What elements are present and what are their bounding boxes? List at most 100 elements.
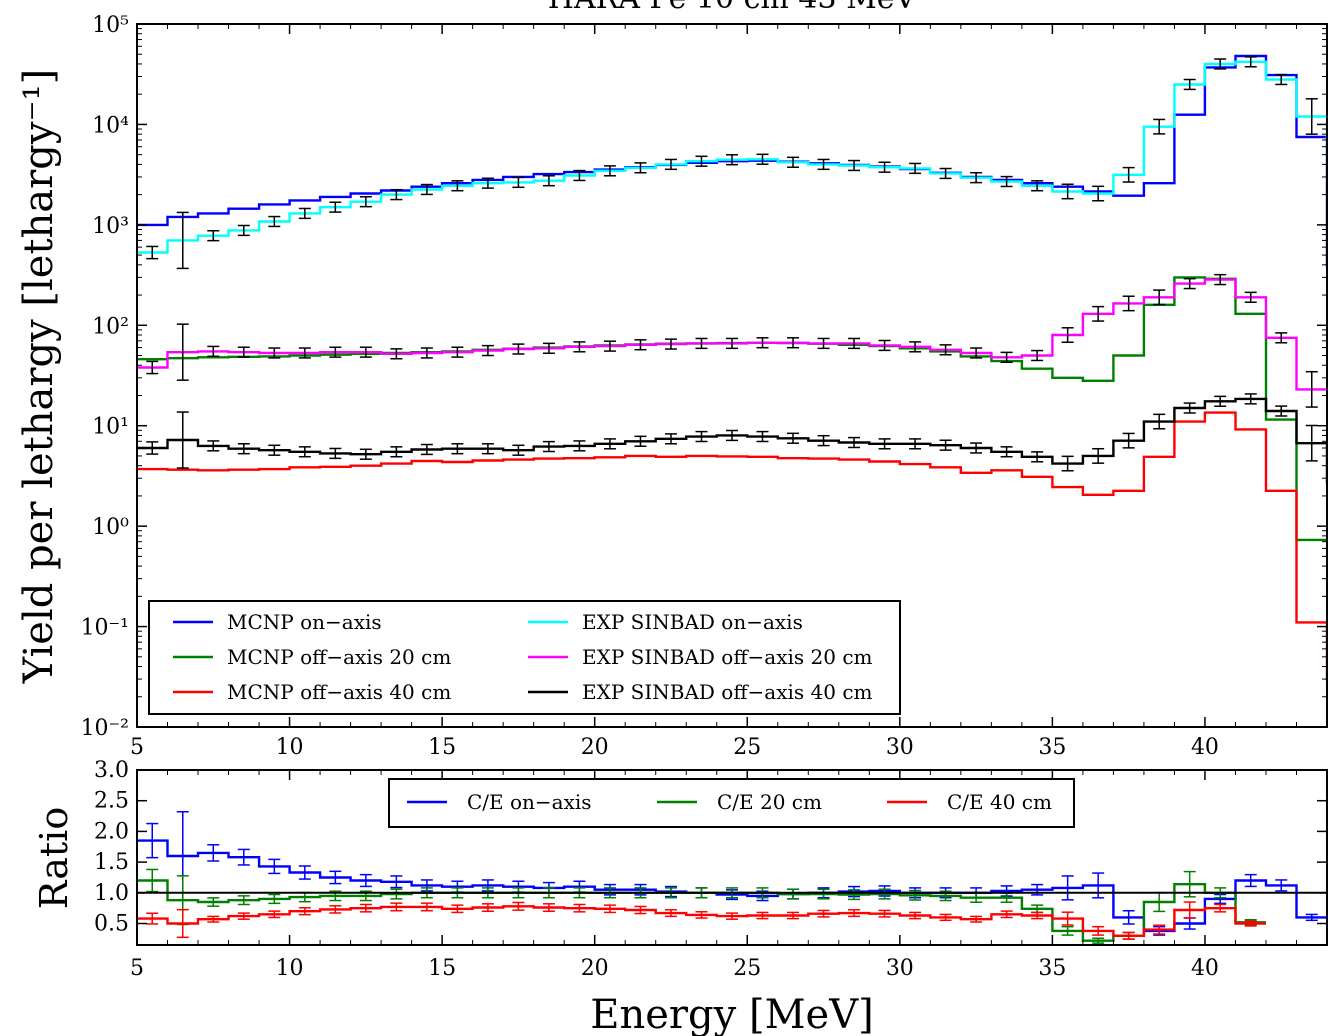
- y-tick-label: 1.0: [94, 881, 129, 906]
- series-line-exp-sinbad-off-axis-40-cm: [137, 397, 1327, 485]
- error-bar: [573, 903, 586, 913]
- legend-label-exp-sinbad-on-axis: EXP SINBAD on−axis: [582, 610, 803, 634]
- y-tick-label: 1.5: [94, 850, 129, 875]
- y-tick-label: 3.0: [94, 758, 129, 783]
- series-line-exp-sinbad-off-axis-20-cm: [137, 278, 1327, 391]
- y-tick-label: 10³: [92, 214, 129, 239]
- error-bar: [634, 905, 647, 915]
- x-tick-label: 25: [733, 735, 761, 760]
- error-bar: [664, 158, 677, 171]
- error-bar: [664, 909, 677, 918]
- error-bar: [237, 443, 250, 455]
- error-bar: [1153, 924, 1166, 935]
- error-bar: [146, 822, 159, 859]
- error-bar: [909, 341, 922, 353]
- error-bar: [603, 904, 616, 914]
- error-bar: [1305, 370, 1318, 408]
- x-tick-label: 30: [886, 735, 914, 760]
- x-tick-label: 40: [1191, 956, 1219, 981]
- error-bar: [390, 875, 403, 889]
- chart-title: HARA Fe 10 cm 43 MeV: [548, 0, 918, 16]
- error-bar: [1244, 920, 1257, 927]
- series-group: [137, 811, 1327, 944]
- error-bar: [481, 903, 494, 913]
- error-bar: [1244, 873, 1257, 888]
- error-bar: [939, 167, 952, 180]
- y-tick-label: 10⁴: [92, 113, 129, 138]
- error-bar: [451, 443, 464, 455]
- x-tick-label: 20: [581, 956, 609, 981]
- error-bar: [848, 909, 861, 918]
- y-tick-label: 10⁵: [92, 13, 129, 38]
- error-bar: [1244, 291, 1257, 303]
- x-tick-label: 20: [581, 735, 609, 760]
- x-tick-label: 15: [428, 956, 456, 981]
- error-bar: [268, 347, 281, 359]
- error-bar: [237, 346, 250, 358]
- error-bar: [970, 347, 983, 359]
- legend-label-mcnp-off-axis-20-cm: MCNP off−axis 20 cm: [227, 645, 451, 669]
- x-tick-label: 10: [276, 735, 304, 760]
- error-bar: [237, 848, 250, 866]
- error-bar: [207, 915, 220, 923]
- error-bar: [1061, 455, 1074, 472]
- error-bar: [390, 888, 403, 900]
- error-bar: [1092, 447, 1105, 464]
- y-tick-label: 10¹: [92, 415, 129, 440]
- error-bar: [1214, 903, 1227, 913]
- error-bar: [1000, 175, 1013, 188]
- error-bar: [146, 441, 159, 455]
- error-bar: [1153, 413, 1166, 430]
- error-bar: [817, 434, 830, 447]
- error-bar: [878, 339, 891, 352]
- error-bar: [298, 865, 311, 880]
- error-bar: [481, 177, 494, 189]
- error-bar: [970, 442, 983, 454]
- x-tick-label: 15: [428, 735, 456, 760]
- error-bar: [848, 337, 861, 350]
- error-bar: [573, 341, 586, 353]
- series-line-mcnp-off-axis-20-cm: [137, 276, 1327, 542]
- error-bar: [268, 215, 281, 228]
- error-bar: [512, 444, 525, 456]
- x-tick-label: 30: [886, 956, 914, 981]
- error-bar: [1244, 56, 1257, 68]
- legend-top: MCNP on−axis MCNP off−axis 20 cm MCNP off−…: [148, 600, 901, 715]
- error-bar: [664, 433, 677, 445]
- error-bar: [787, 432, 800, 444]
- error-bar: [512, 343, 525, 355]
- error-bar: [939, 344, 952, 356]
- error-bar: [603, 340, 616, 352]
- x-tick-label: 5: [130, 956, 144, 981]
- error-bar: [359, 448, 372, 460]
- bottom-panel: 5 10 15 20 25 30 35 40 0.5 1.0 1.5 2.0 2.5 3.0 Ratio En…: [32, 758, 1328, 1036]
- error-bar: [420, 443, 433, 456]
- error-bar: [542, 342, 555, 354]
- error-bar: [207, 230, 220, 242]
- error-bar: [1214, 58, 1227, 70]
- error-bar: [756, 911, 769, 920]
- error-bar: [268, 444, 281, 456]
- error-bar: [878, 438, 891, 450]
- error-bar: [726, 912, 738, 920]
- y-tick-label: 2.5: [94, 789, 129, 814]
- error-bar: [1122, 166, 1135, 183]
- error-bar: [909, 911, 922, 920]
- error-bar: [726, 154, 738, 166]
- error-bar: [1214, 273, 1227, 286]
- error-bar: [451, 904, 464, 914]
- error-bar: [848, 889, 861, 901]
- x-tick-label: 25: [733, 956, 761, 981]
- error-bar: [542, 440, 555, 453]
- error-bar: [603, 165, 616, 177]
- error-bar: [1122, 931, 1135, 940]
- legend-label-mcnp-off-axis-40-cm: MCNP off−axis 40 cm: [227, 680, 451, 704]
- error-bar: [1092, 937, 1105, 944]
- legend-label-exp-sinbad-off-axis-40-cm: EXP SINBAD off−axis 40 cm: [582, 680, 873, 704]
- error-bar: [420, 183, 433, 196]
- error-bar: [756, 430, 769, 443]
- series-line-mcnp-off-axis-40-cm: [137, 411, 1327, 681]
- error-bar: [1061, 875, 1074, 901]
- error-bar: [390, 348, 403, 360]
